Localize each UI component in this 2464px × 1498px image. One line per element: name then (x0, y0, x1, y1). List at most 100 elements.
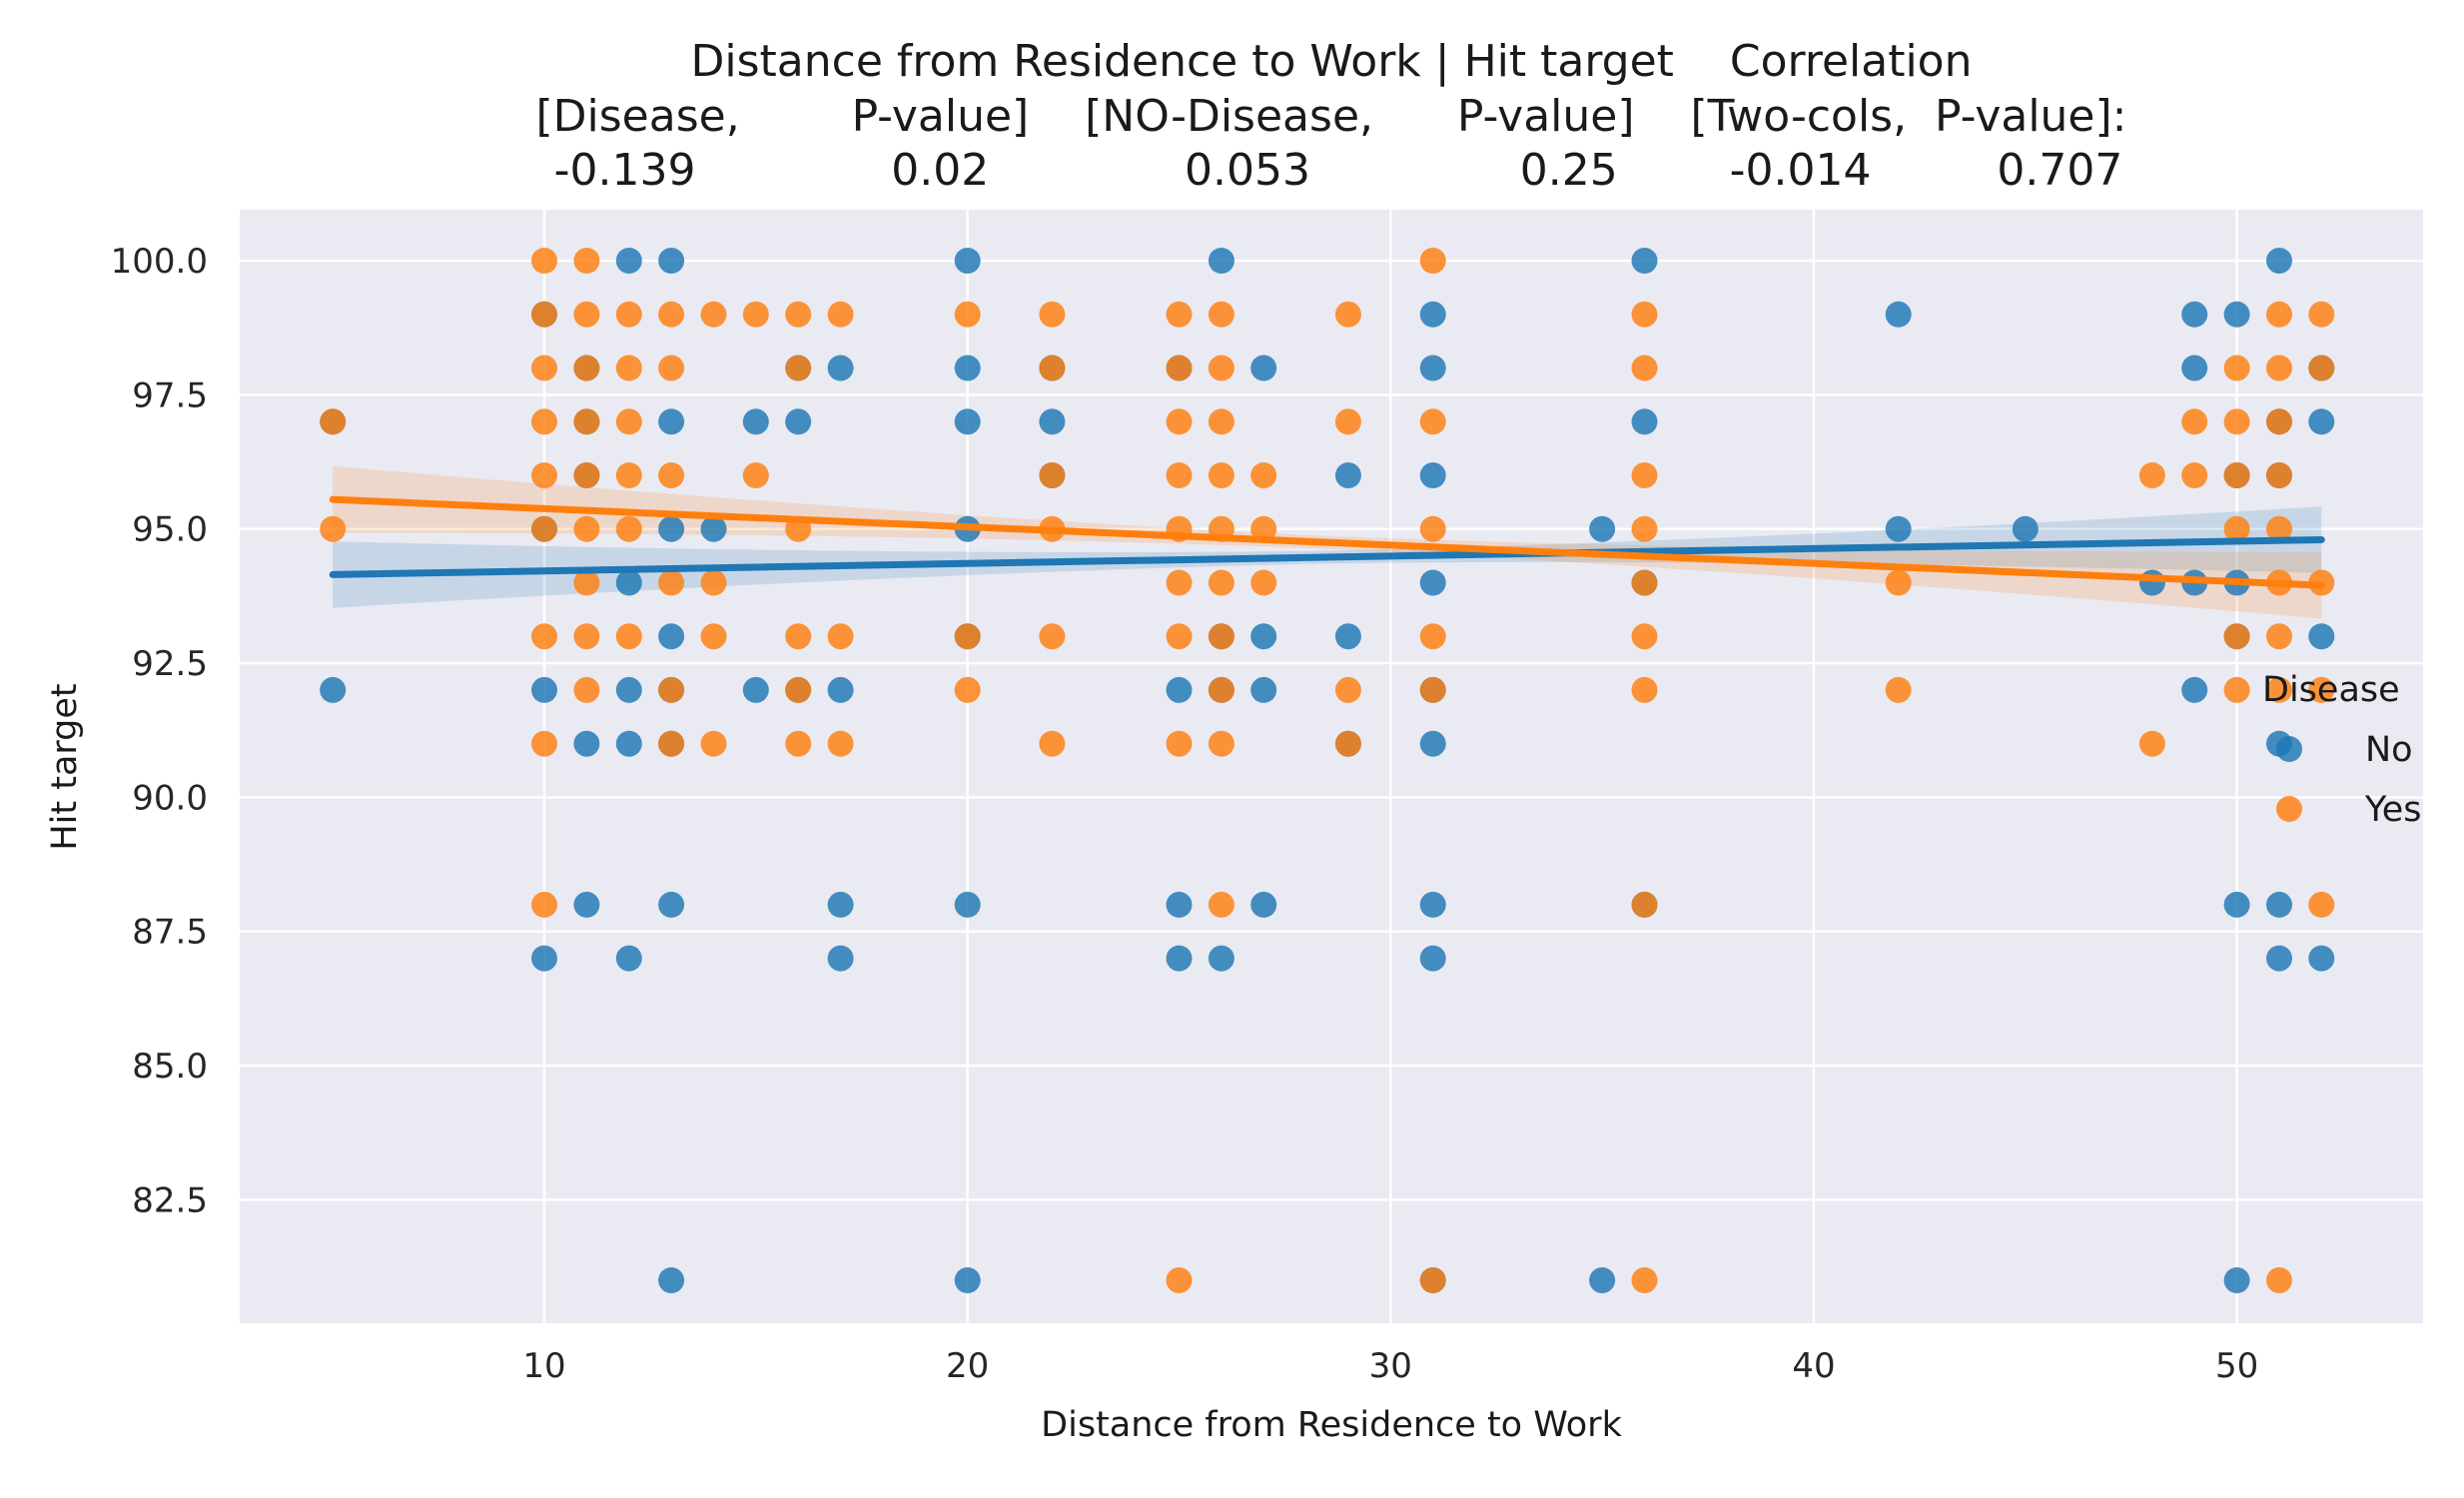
scatter-point-no (1208, 945, 1234, 972)
x-tick-label: 20 (946, 1346, 989, 1386)
scatter-point-yes (2223, 623, 2250, 650)
scatter-point-no (615, 676, 642, 703)
scatter-point-no (1419, 730, 1446, 757)
scatter-point-no (742, 408, 769, 435)
scatter-point-no (1631, 248, 1658, 274)
scatter-point-yes (1166, 569, 1193, 596)
scatter-point-yes (531, 515, 557, 542)
scatter-point-yes (658, 301, 685, 328)
scatter-point-yes (1166, 408, 1193, 435)
scatter-point-yes (2308, 891, 2335, 918)
scatter-point-no (1419, 462, 1446, 488)
y-tick-labels: 82.5 85.0 87.5 90.0 92.5 95.0 97.5 100.0 (111, 242, 208, 1220)
scatter-point-yes (2266, 515, 2292, 542)
scatter-point-no (658, 515, 685, 542)
scatter-point-no (2138, 569, 2165, 596)
scatter-point-no (1166, 676, 1193, 703)
scatter-point-no (531, 676, 557, 703)
scatter-point-yes (2223, 408, 2250, 435)
scatter-point-yes (1208, 676, 1234, 703)
scatter-point-no (954, 355, 981, 381)
scatter-point-yes (1631, 462, 1658, 488)
scatter-point-no (615, 569, 642, 596)
scatter-point-yes (1208, 408, 1234, 435)
scatter-point-yes (1419, 623, 1446, 650)
scatter-point-yes (2223, 676, 2250, 703)
scatter-point-yes (615, 301, 642, 328)
scatter-point-yes (2223, 355, 2250, 381)
scatter-point-no (615, 945, 642, 972)
scatter-point-yes (573, 462, 600, 488)
scatter-point-yes (1250, 515, 1277, 542)
scatter-point-no (1208, 248, 1234, 274)
scatter-point-no (658, 623, 685, 650)
scatter-point-yes (573, 623, 600, 650)
scatter-point-no (658, 248, 685, 274)
y-tick-label: 100.0 (111, 242, 208, 282)
scatter-point-no (2181, 355, 2208, 381)
scatter-point-no (1250, 676, 1277, 703)
regression-line-yes (329, 495, 2325, 589)
scatter-point-yes (1631, 623, 1658, 650)
scatter-point-no (531, 945, 557, 972)
scatter-point-yes (1208, 730, 1234, 757)
y-axis-label: Hit target (45, 683, 85, 850)
legend-marker-yes (2276, 796, 2302, 822)
scatter-point-yes (1250, 462, 1277, 488)
scatter-point-yes (2138, 730, 2165, 757)
scatter-point-no (658, 1267, 685, 1293)
scatter-point-yes (700, 623, 727, 650)
scatter-point-yes (2266, 301, 2292, 328)
scatter-point-yes (531, 623, 557, 650)
scatter-point-yes (1166, 301, 1193, 328)
scatter-point-yes (2181, 462, 2208, 488)
chart-title: Distance from Residence to Work | Hit ta… (535, 36, 2126, 196)
legend-marker-no (2276, 736, 2302, 762)
scatter-point-no (785, 408, 812, 435)
scatter-point-no (658, 408, 685, 435)
data-points (320, 248, 2335, 1293)
scatter-point-yes (1334, 730, 1361, 757)
legend-label-no: No (2365, 730, 2413, 770)
y-tick-label: 92.5 (132, 644, 208, 684)
scatter-point-yes (658, 569, 685, 596)
scatter-point-no (1419, 301, 1446, 328)
y-tick-label: 90.0 (132, 778, 208, 818)
scatter-point-yes (954, 301, 981, 328)
scatter-point-no (573, 730, 600, 757)
scatter-point-no (1250, 355, 1277, 381)
scatter-point-yes (2308, 301, 2335, 328)
scatter-point-yes (1334, 676, 1361, 703)
scatter-point-no (1589, 1267, 1616, 1293)
scatter-point-yes (1885, 676, 1912, 703)
y-tick-label: 95.0 (132, 510, 208, 550)
scatter-point-no (2223, 1267, 2250, 1293)
scatter-point-yes (2266, 676, 2292, 703)
scatter-point-yes (320, 408, 347, 435)
scatter-point-yes (1039, 462, 1066, 488)
x-tick-label: 30 (1369, 1346, 1412, 1386)
scatter-point-yes (1039, 730, 1066, 757)
scatter-point-yes (1419, 676, 1446, 703)
scatter-point-no (827, 945, 854, 972)
scatter-point-yes (573, 248, 600, 274)
scatter-point-yes (2308, 355, 2335, 381)
scatter-point-yes (1885, 569, 1912, 596)
scatter-point-yes (1166, 730, 1193, 757)
scatter-point-yes (1419, 408, 1446, 435)
regression-line-no (329, 535, 2325, 578)
scatter-point-no (1166, 945, 1193, 972)
scatter-point-yes (2181, 408, 2208, 435)
scatter-point-no (2266, 248, 2292, 274)
scatter-point-no (320, 676, 347, 703)
grid-lines (240, 210, 2423, 1323)
scatter-point-yes (1419, 248, 1446, 274)
title-line-3: -0.139 0.02 0.053 0.25 -0.014 0.707 (540, 145, 2123, 196)
scatter-point-yes (1208, 623, 1234, 650)
scatter-point-yes (615, 355, 642, 381)
scatter-point-no (2308, 945, 2335, 972)
scatter-point-no (2181, 301, 2208, 328)
scatter-point-no (742, 676, 769, 703)
scatter-point-yes (785, 676, 812, 703)
scatter-point-no (1885, 515, 1912, 542)
